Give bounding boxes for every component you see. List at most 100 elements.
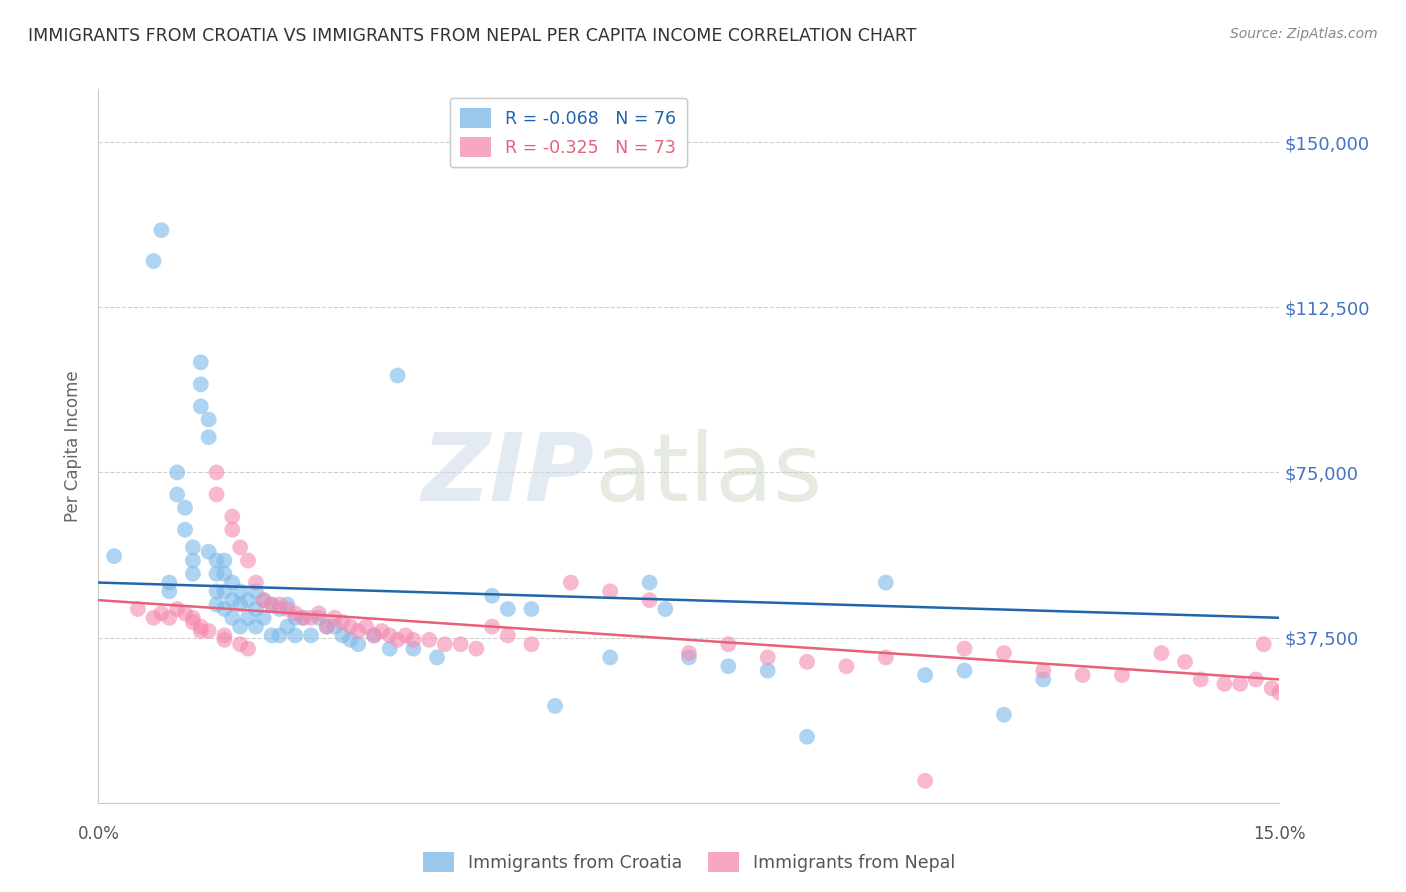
- Point: [229, 619, 252, 633]
- Point: [638, 575, 661, 590]
- Point: [426, 650, 449, 665]
- Point: [214, 553, 236, 567]
- Point: [205, 553, 228, 567]
- Point: [245, 602, 267, 616]
- Point: [236, 641, 259, 656]
- Text: 0.0%: 0.0%: [77, 825, 120, 843]
- Point: [142, 611, 165, 625]
- Point: [520, 602, 543, 616]
- Point: [181, 553, 204, 567]
- Point: [205, 598, 228, 612]
- Point: [387, 632, 409, 647]
- Point: [142, 254, 165, 268]
- Point: [166, 602, 188, 616]
- Point: [157, 575, 180, 590]
- Point: [1253, 637, 1275, 651]
- Point: [450, 637, 472, 651]
- Point: [181, 566, 204, 581]
- Point: [229, 598, 252, 612]
- Point: [1213, 677, 1236, 691]
- Point: [953, 641, 976, 656]
- Point: [221, 611, 243, 625]
- Point: [1032, 673, 1054, 687]
- Legend: R = -0.068   N = 76, R = -0.325   N = 73: R = -0.068 N = 76, R = -0.325 N = 73: [450, 98, 686, 168]
- Point: [363, 628, 385, 642]
- Point: [260, 628, 283, 642]
- Point: [496, 628, 519, 642]
- Point: [205, 584, 228, 599]
- Point: [157, 584, 180, 599]
- Point: [332, 628, 354, 642]
- Point: [717, 659, 740, 673]
- Text: atlas: atlas: [595, 428, 823, 521]
- Point: [253, 593, 276, 607]
- Point: [308, 607, 330, 621]
- Point: [332, 615, 354, 630]
- Point: [339, 619, 361, 633]
- Point: [205, 487, 228, 501]
- Point: [174, 523, 197, 537]
- Point: [560, 575, 582, 590]
- Point: [253, 593, 276, 607]
- Point: [190, 619, 212, 633]
- Point: [166, 466, 188, 480]
- Point: [236, 553, 259, 567]
- Point: [347, 637, 370, 651]
- Point: [284, 611, 307, 625]
- Point: [315, 619, 337, 633]
- Point: [229, 541, 252, 555]
- Point: [875, 575, 897, 590]
- Point: [1111, 668, 1133, 682]
- Point: [1071, 668, 1094, 682]
- Point: [378, 641, 401, 656]
- Point: [229, 584, 252, 599]
- Point: [339, 632, 361, 647]
- Point: [1150, 646, 1173, 660]
- Point: [914, 668, 936, 682]
- Point: [205, 466, 228, 480]
- Point: [166, 487, 188, 501]
- Point: [197, 545, 219, 559]
- Point: [236, 611, 259, 625]
- Point: [638, 593, 661, 607]
- Point: [284, 628, 307, 642]
- Point: [796, 655, 818, 669]
- Point: [378, 628, 401, 642]
- Point: [796, 730, 818, 744]
- Point: [190, 355, 212, 369]
- Point: [481, 589, 503, 603]
- Point: [205, 566, 228, 581]
- Point: [1229, 677, 1251, 691]
- Point: [181, 541, 204, 555]
- Point: [953, 664, 976, 678]
- Point: [214, 632, 236, 647]
- Point: [363, 628, 385, 642]
- Point: [299, 628, 322, 642]
- Point: [181, 615, 204, 630]
- Point: [481, 619, 503, 633]
- Point: [253, 611, 276, 625]
- Point: [260, 598, 283, 612]
- Point: [221, 593, 243, 607]
- Point: [993, 707, 1015, 722]
- Point: [276, 602, 298, 616]
- Point: [197, 430, 219, 444]
- Point: [292, 611, 315, 625]
- Point: [402, 641, 425, 656]
- Point: [190, 400, 212, 414]
- Point: [269, 598, 291, 612]
- Text: 15.0%: 15.0%: [1253, 825, 1306, 843]
- Point: [221, 523, 243, 537]
- Point: [599, 650, 621, 665]
- Legend: Immigrants from Croatia, Immigrants from Nepal: Immigrants from Croatia, Immigrants from…: [416, 845, 962, 879]
- Point: [835, 659, 858, 673]
- Point: [174, 607, 197, 621]
- Point: [269, 628, 291, 642]
- Point: [323, 619, 346, 633]
- Point: [190, 624, 212, 638]
- Y-axis label: Per Capita Income: Per Capita Income: [65, 370, 83, 522]
- Point: [993, 646, 1015, 660]
- Point: [292, 611, 315, 625]
- Point: [214, 566, 236, 581]
- Point: [236, 593, 259, 607]
